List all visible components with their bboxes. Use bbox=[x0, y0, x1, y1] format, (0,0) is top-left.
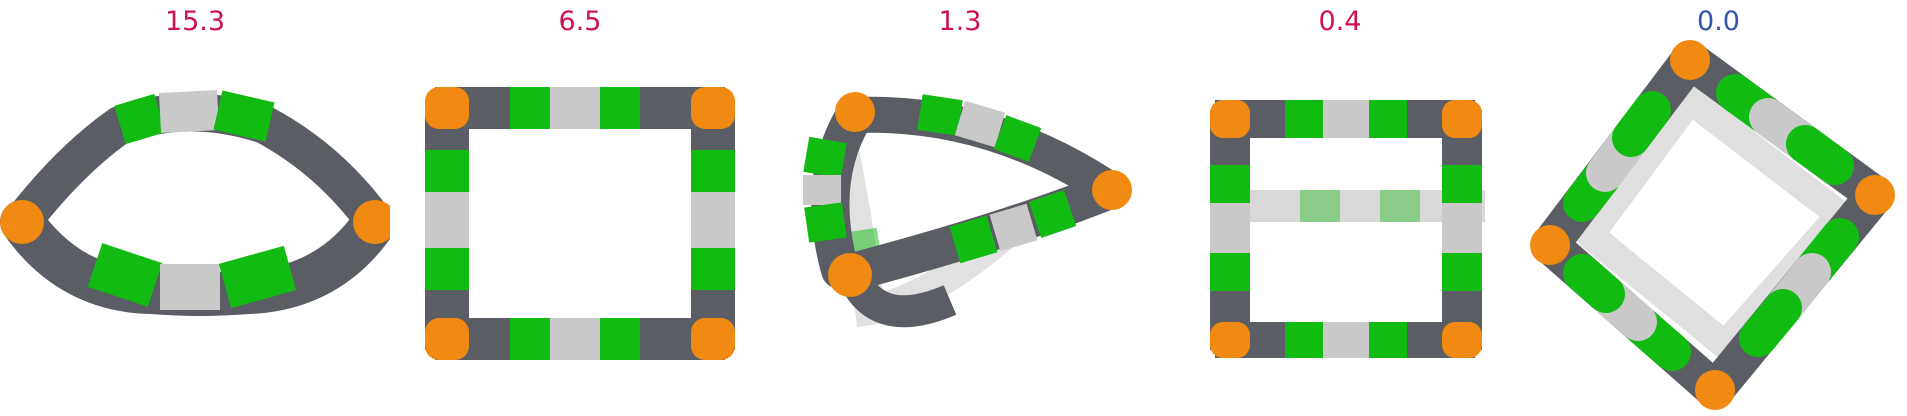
square-frame-structure bbox=[425, 87, 735, 360]
energy-value-label: 6.5 bbox=[558, 6, 602, 37]
energy-value-label: 1.3 bbox=[938, 6, 982, 37]
energy-value-label: 0.4 bbox=[1318, 6, 1362, 37]
molecule-panel-4: 0.4 bbox=[1150, 0, 1530, 416]
flattened-ring-structure bbox=[0, 90, 390, 316]
molecule-panel-5: 0.0 bbox=[1530, 0, 1907, 416]
tilted-cube-frame-structure bbox=[1530, 40, 1895, 410]
twisted-loop-structure bbox=[803, 92, 1132, 328]
energy-value-label: 15.3 bbox=[164, 6, 226, 37]
box-frame-structure bbox=[1210, 100, 1485, 358]
molecule-panel-3: 1.3 bbox=[770, 0, 1150, 416]
molecule-panel-1: 15.3 bbox=[0, 0, 390, 416]
molecule-panel-2: 6.5 bbox=[390, 0, 770, 416]
energy-value-label: 0.0 bbox=[1697, 6, 1740, 37]
